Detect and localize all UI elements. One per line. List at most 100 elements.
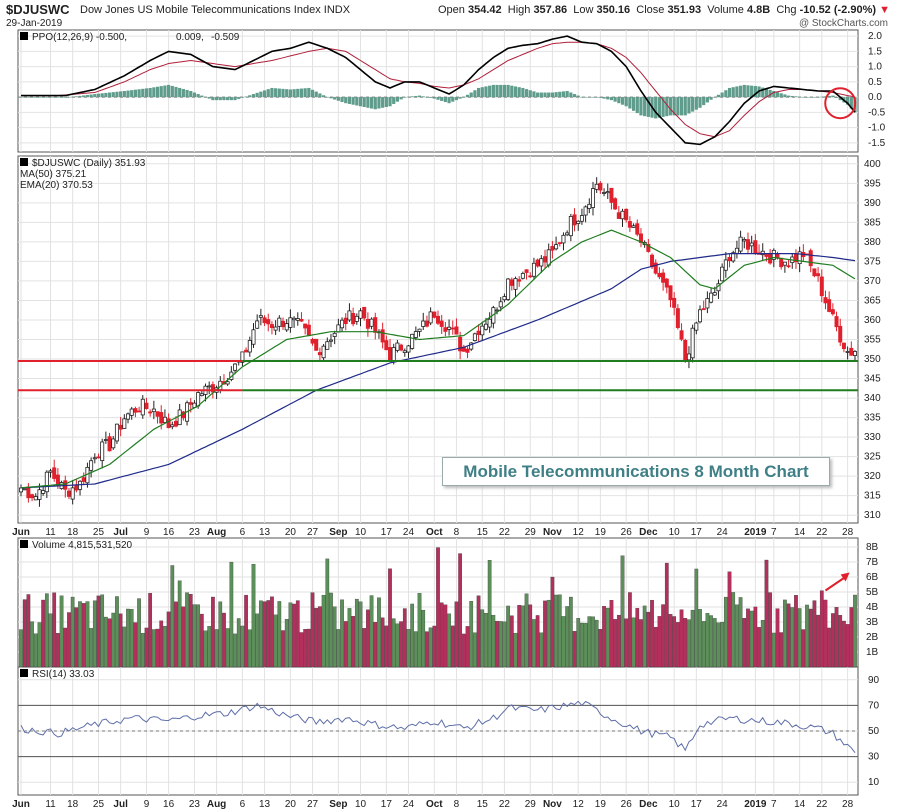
ppo-histogram-bar bbox=[539, 92, 543, 98]
volume-bar bbox=[70, 596, 75, 668]
volume-bar bbox=[831, 613, 835, 668]
price-candle-body bbox=[472, 333, 477, 342]
ppo-histogram-bar bbox=[266, 89, 270, 98]
price-candle-body bbox=[627, 221, 632, 228]
ppo-histogram-bar bbox=[584, 97, 588, 98]
volume-bar bbox=[159, 620, 164, 668]
price-candle-body bbox=[602, 192, 607, 194]
ppo-histogram-bar bbox=[554, 92, 558, 98]
ppo-histogram-bar bbox=[417, 95, 422, 98]
volume-bar bbox=[48, 613, 53, 668]
ppo-histogram-bar bbox=[510, 85, 514, 98]
volume-bar bbox=[672, 616, 677, 668]
price-candle-body bbox=[498, 301, 503, 308]
volume-bar bbox=[657, 616, 662, 668]
volume-bar bbox=[428, 627, 433, 668]
ppo-histogram-bar bbox=[786, 95, 791, 98]
volume-bar bbox=[698, 609, 702, 668]
volume-bar bbox=[768, 592, 772, 668]
price-candle-body bbox=[476, 330, 481, 335]
volume-bar bbox=[329, 592, 333, 668]
volume-bar bbox=[587, 616, 592, 668]
price-ytick: 380 bbox=[864, 237, 881, 248]
ppo-histogram-bar bbox=[783, 94, 787, 98]
price-candle-body bbox=[354, 315, 359, 322]
ppo-histogram-bar bbox=[296, 88, 300, 98]
volume-bar bbox=[812, 600, 817, 668]
volume-bar bbox=[410, 603, 415, 668]
volume-bar bbox=[406, 629, 411, 668]
ppo-histogram-bar bbox=[237, 97, 241, 99]
volume-bar bbox=[185, 592, 189, 668]
price-candle-body bbox=[380, 329, 385, 343]
price-candle-body bbox=[70, 487, 75, 500]
ppo-histogram-bar bbox=[709, 97, 713, 100]
ppo-histogram-bar bbox=[285, 89, 289, 98]
volume-bar bbox=[565, 606, 570, 668]
ppo-histogram-bar bbox=[144, 88, 149, 98]
x-axis-label: 15 bbox=[477, 527, 489, 538]
volume-bar bbox=[421, 609, 426, 668]
x-axis-label: 17 bbox=[691, 527, 703, 538]
price-candle-body bbox=[362, 306, 367, 319]
price-candle-body bbox=[269, 324, 274, 328]
rsi-line bbox=[20, 700, 856, 754]
volume-bar bbox=[81, 603, 86, 668]
x-axis-label: 19 bbox=[595, 527, 607, 538]
x-axis-label: 18 bbox=[67, 527, 79, 538]
price-ytick: 365 bbox=[864, 295, 881, 306]
ppo-histogram-bar bbox=[812, 97, 817, 98]
vol-ytick: 1B bbox=[866, 647, 879, 658]
volume-bar bbox=[447, 613, 451, 668]
volume-bar bbox=[849, 607, 854, 668]
ppo-histogram-bar bbox=[801, 97, 805, 98]
ppo-histogram-bar bbox=[93, 94, 97, 98]
x-axis-label: 23 bbox=[189, 527, 201, 538]
volume-bar bbox=[373, 622, 378, 668]
price-candle-body bbox=[786, 265, 791, 268]
ppo-histogram-bar bbox=[846, 97, 850, 105]
price-candle-body bbox=[159, 412, 164, 424]
price-candle-body bbox=[734, 247, 739, 254]
volume-bar bbox=[816, 614, 820, 668]
volume-bar bbox=[805, 604, 809, 668]
ppo-histogram-bar bbox=[214, 97, 219, 101]
volume-bar bbox=[550, 576, 555, 668]
price-candle-body bbox=[148, 411, 153, 414]
volume-bar bbox=[229, 561, 234, 668]
price-candle-body bbox=[550, 246, 555, 251]
x-axis-label: 28 bbox=[842, 799, 854, 810]
ppo-histogram-bar bbox=[425, 97, 429, 98]
ppo-histogram-bar bbox=[816, 97, 820, 98]
x-axis-label: Oct bbox=[426, 527, 443, 538]
ppo-histogram-bar bbox=[768, 89, 772, 98]
volume-bar bbox=[351, 616, 355, 668]
volume-bar bbox=[218, 601, 223, 668]
x-axis-label: 14 bbox=[794, 799, 806, 810]
volume-bar bbox=[668, 614, 673, 668]
price-candle-body bbox=[487, 318, 492, 328]
price-candle-body bbox=[118, 424, 123, 430]
volume-bar bbox=[33, 633, 38, 668]
price-candle-body bbox=[690, 327, 695, 359]
ppo-histogram-bar bbox=[340, 97, 344, 102]
high-label: High bbox=[507, 4, 531, 16]
index-name-text: Dow Jones US Mobile Telecommunications I… bbox=[80, 4, 321, 16]
volume-bar bbox=[513, 633, 518, 668]
volume-bar bbox=[63, 627, 68, 668]
x-axis-label: Dec bbox=[639, 527, 658, 538]
ppo-histogram-bar bbox=[410, 96, 414, 98]
volume-bar bbox=[801, 629, 806, 668]
volume-legend-swatch bbox=[20, 540, 28, 548]
ppo-histogram-bar bbox=[569, 92, 573, 98]
volume-bar bbox=[631, 617, 636, 668]
volume-bar bbox=[192, 604, 197, 668]
volume-bar bbox=[74, 607, 79, 668]
volume-bar bbox=[723, 596, 728, 668]
price-candle-body bbox=[701, 308, 706, 311]
volume-bar bbox=[694, 568, 699, 668]
volume-bar bbox=[491, 615, 496, 668]
ppo-legend-swatch bbox=[20, 32, 28, 40]
ppo-histogram-bar bbox=[591, 97, 595, 98]
